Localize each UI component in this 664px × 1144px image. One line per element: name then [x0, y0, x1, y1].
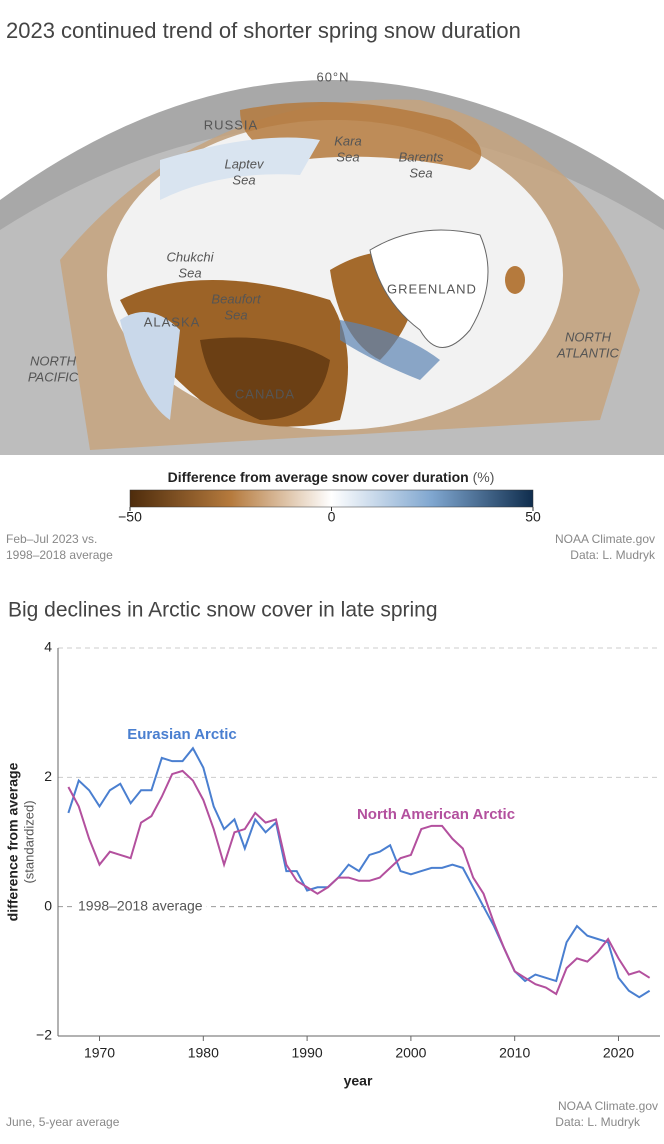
map-note: Feb–Jul 2023 vs. — [6, 532, 97, 546]
map-credit: NOAA Climate.gov — [555, 532, 655, 546]
series-label: Eurasian Arctic — [127, 726, 237, 743]
x-tick-label: 2000 — [395, 1045, 426, 1061]
y-tick-label: −2 — [36, 1027, 52, 1043]
map-label: Sea — [178, 265, 201, 280]
colorbar — [129, 489, 534, 508]
map-label: Beaufort — [211, 291, 262, 306]
map-label: 60°N — [316, 69, 349, 84]
chart-credit: Data: L. Mudryk — [555, 1115, 641, 1129]
x-tick-label: 1990 — [292, 1045, 323, 1061]
chart-credit: NOAA Climate.gov — [558, 1099, 658, 1113]
annotation-bg — [74, 897, 207, 914]
y-axis-label: difference from average — [5, 762, 21, 921]
map-label: Sea — [409, 165, 432, 180]
colorbar-tick-label: 0 — [328, 509, 336, 525]
series-label: North American Arctic — [357, 806, 515, 823]
map-label: Sea — [232, 172, 255, 187]
map-label: Chukchi — [167, 249, 215, 264]
map-label: Barents — [399, 149, 444, 164]
map-credit: Data: L. Mudryk — [570, 548, 656, 562]
map-label: ALASKA — [144, 314, 201, 329]
chart-note: June, 5-year average — [6, 1115, 120, 1129]
map-label: NORTH — [30, 353, 77, 368]
map-label: Sea — [336, 149, 359, 164]
map-label: Sea — [224, 307, 247, 322]
map-label: NORTH — [565, 329, 612, 344]
map-label: CANADA — [235, 386, 295, 401]
colorbar-tick-label: 50 — [525, 509, 541, 525]
map — [0, 80, 664, 455]
colorbar-unit: (%) — [473, 469, 495, 485]
map-label: GREENLAND — [387, 281, 477, 296]
y-tick-label: 4 — [44, 639, 52, 655]
x-tick-label: 2020 — [603, 1045, 634, 1061]
colorbar-title-text: Difference from average snow cover durat… — [168, 469, 469, 485]
y-tick-label: 2 — [44, 768, 52, 784]
x-tick-label: 2010 — [499, 1045, 530, 1061]
x-tick-label: 1980 — [188, 1045, 219, 1061]
series-line — [67, 746, 651, 999]
annotation: 1998–2018 average — [78, 897, 203, 913]
series-line — [67, 769, 651, 996]
x-tick-label: 1970 — [84, 1045, 115, 1061]
chart-title: Big declines in Arctic snow cover in lat… — [8, 599, 438, 622]
colorbar-tick-label: −50 — [118, 509, 142, 525]
map-label: PACIFIC — [28, 369, 79, 384]
y-tick-label: 0 — [44, 897, 52, 913]
map-title: 2023 continued trend of shorter spring s… — [6, 18, 521, 43]
map-label: Kara — [334, 133, 361, 148]
map-label: ATLANTIC — [556, 345, 619, 360]
map-label: RUSSIA — [204, 117, 258, 132]
colorbar-title: Difference from average snow cover durat… — [168, 469, 495, 485]
x-axis-label: year — [344, 1073, 373, 1089]
map-note: 1998–2018 average — [6, 548, 113, 562]
y-axis-sublabel: (standardized) — [21, 800, 36, 883]
map-label: Laptev — [224, 156, 265, 171]
